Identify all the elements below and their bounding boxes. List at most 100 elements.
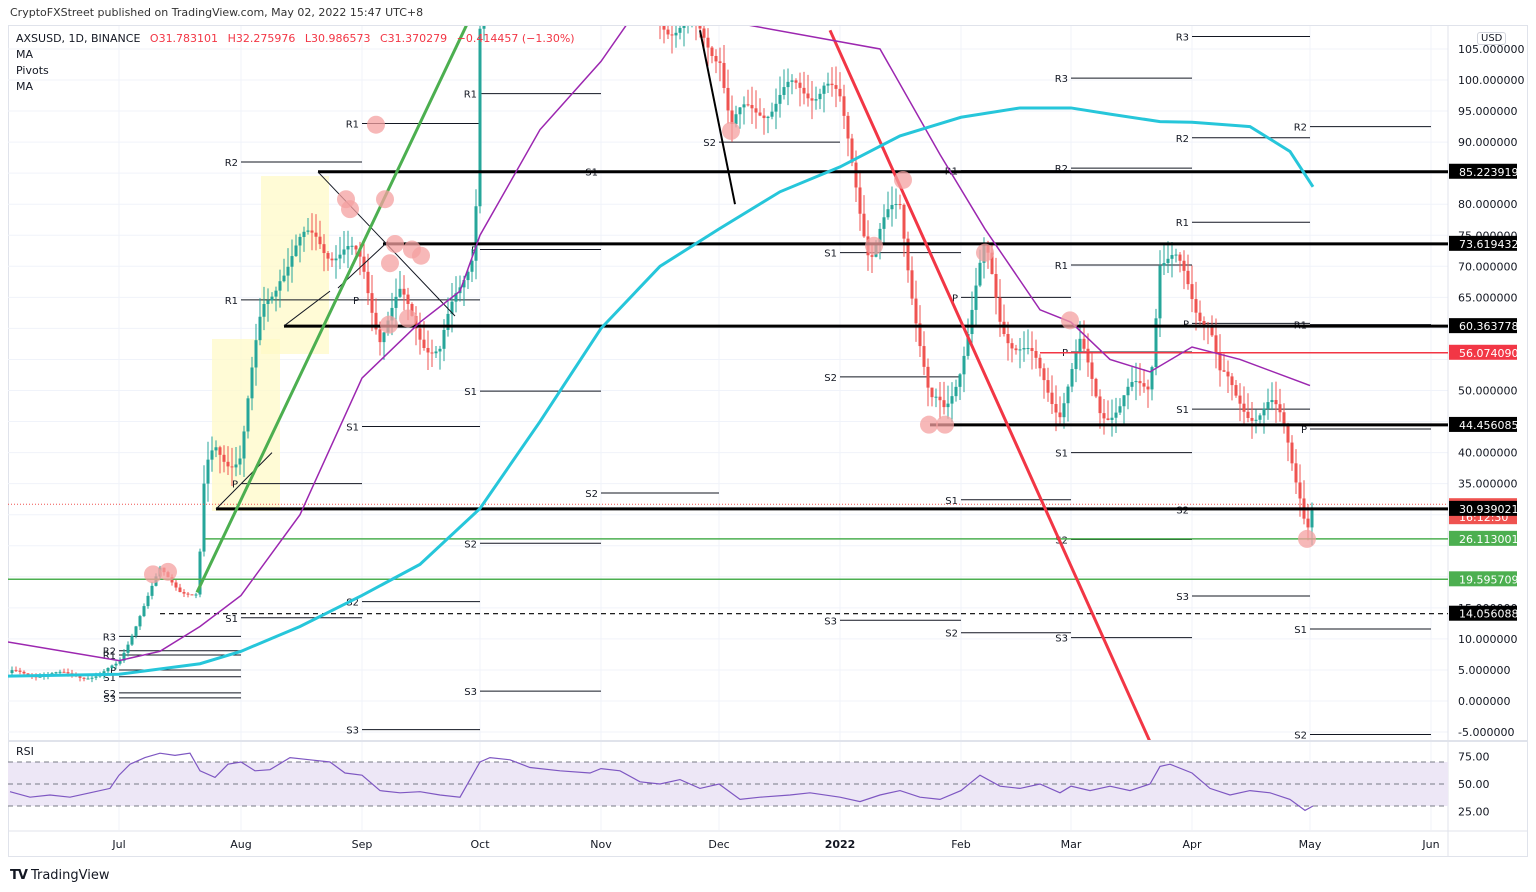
candle-down [1086,348,1090,363]
indicator-ma-fast[interactable]: MA [16,48,34,61]
rsi-tick: 75.00 [1458,751,1490,764]
pivot-label: S2 [824,373,837,384]
price-tick: 90.000000 [1458,136,1518,149]
candle-up [306,230,310,232]
candle-down [314,232,318,237]
low-value: L30.986573 [304,32,371,45]
candle-down [802,87,806,94]
candle-down [62,671,66,673]
price-label-text: 56.074090 [1459,347,1519,360]
candle-up [122,652,126,661]
candle-up [886,209,890,218]
candle-down [834,85,838,89]
indicator-pivots[interactable]: Pivots [16,64,49,77]
candle-up [1270,400,1274,403]
pivot-label: S1 [103,673,116,684]
candle-up [302,231,306,237]
candle-down [1290,442,1294,464]
candle-up [1154,318,1158,368]
candle-up [346,246,350,250]
pivot-label: P [110,666,116,677]
candle-up [778,94,782,104]
time-tick: Jun [1421,838,1439,851]
candle-down [794,80,798,83]
candle-up [274,290,278,297]
candle-down [1306,518,1310,528]
indicator-ma-slow[interactable]: MA [16,80,34,93]
candle-down [651,0,654,2]
candle-down [906,238,910,271]
candle-up [1258,415,1262,420]
price-tick: 70.000000 [1458,260,1518,273]
candle-down [942,400,946,408]
candle-up [450,301,454,314]
candle-down [1194,299,1198,313]
candle-up [1166,258,1170,264]
candle-up [394,296,398,308]
candle-down [846,115,850,139]
candle-down [1250,417,1254,421]
candle-down [1094,378,1098,397]
candle-down [402,288,406,295]
candle-down [406,294,410,304]
price-label-text: 60.363778 [1459,320,1519,333]
candle-up [1026,348,1030,350]
price-tick: 5.000000 [1458,664,1511,677]
candle-up [234,464,238,468]
pivot-label: S3 [346,726,359,737]
candle-up [1018,349,1022,351]
footer-brand[interactable]: TV TradingView [10,868,109,883]
rsi-label[interactable]: RSI [16,745,34,758]
candle-down [730,110,734,125]
price-tick: -5.000000 [1458,726,1514,739]
symbol-label[interactable]: AXSUSD, 1D, BINANCE [16,32,141,45]
pivot-label: P [1301,425,1307,436]
candle-up [138,616,142,627]
candle-down [1274,400,1278,405]
candle-down [1006,334,1010,344]
pivot-label: R2 [103,647,116,658]
candle-up [58,671,62,673]
candle-up [350,245,354,247]
candle-up [1074,352,1078,370]
currency-button[interactable]: USD [1477,32,1507,45]
candle-up [342,249,346,255]
pivot-label: R1 [103,651,116,662]
candle-up [954,386,958,397]
candle-up [474,206,478,261]
candle-up [298,236,302,246]
candle-down [662,26,666,30]
candle-down [918,323,922,347]
price-tick: 0.000000 [1458,695,1511,708]
candle-up [382,332,386,343]
price-tick: 100.000000 [1458,74,1524,87]
candle-up [462,280,466,288]
candle-down [1186,270,1190,285]
candle-up [206,459,210,484]
publisher-caption: CryptoFXStreet published on TradingView.… [10,6,424,19]
candle-down [998,297,1002,322]
candle-down [670,34,674,36]
candle-up [682,26,686,28]
highlight-circle [1298,529,1316,548]
candle-down [914,298,918,324]
candle-down [178,587,182,593]
candle-up [1134,381,1138,383]
candle-up [454,293,458,302]
pivot-label: S1 [1294,625,1307,636]
candle-down [870,255,874,257]
candle-down [830,83,834,86]
time-tick: 2022 [825,838,856,851]
candle-up [770,111,774,117]
candle-down [1238,395,1242,404]
candle-up [294,245,298,257]
time-tick: Sep [352,838,373,851]
candle-down [810,98,814,101]
candle-down [710,47,714,56]
price-label-text: 30.939021 [1459,503,1519,516]
candle-down [910,270,914,299]
pivot-label: R2 [225,158,238,169]
candle-up [1114,412,1118,418]
highlight-circle [920,415,938,434]
